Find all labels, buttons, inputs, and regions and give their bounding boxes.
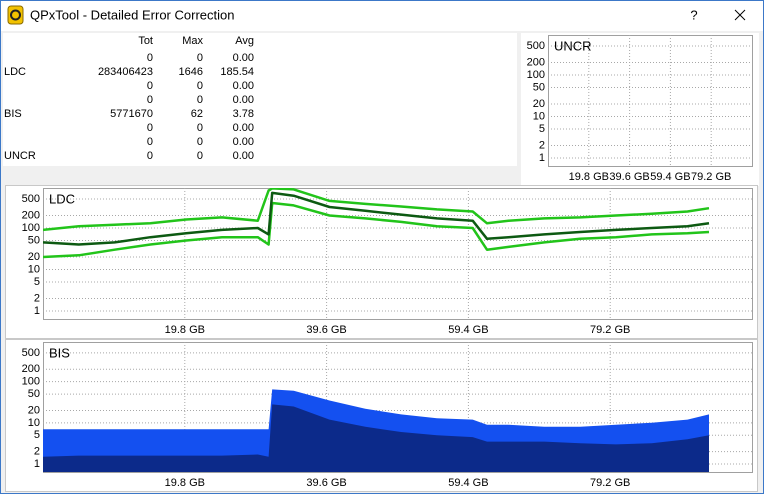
table-cell: 0 [197, 80, 203, 92]
table-cell: 0 [147, 94, 153, 106]
y-tick-label: 10 [533, 110, 545, 122]
table-cell: 0 [147, 52, 153, 64]
table-cell: 0 [147, 150, 153, 162]
data-line [43, 201, 710, 259]
row-label: LDC [4, 66, 26, 78]
x-tick-label: 39.6 GB [609, 171, 649, 183]
table-cell: 185.54 [220, 66, 254, 78]
y-tick-label: 500 [22, 347, 40, 359]
table-cell: 0.00 [233, 52, 254, 64]
x-tick-label: 59.4 GB [650, 171, 690, 183]
table-cell: 0 [197, 52, 203, 64]
x-tick-label: 39.6 GB [306, 324, 346, 336]
y-tick-label: 1 [34, 305, 40, 317]
x-tick-label: 79.2 GB [590, 477, 630, 489]
table-cell: 0.00 [233, 150, 254, 162]
y-tick-label: 20 [533, 98, 545, 110]
table-cell: 3.78 [233, 108, 254, 120]
y-tick-label: 2 [34, 446, 40, 458]
y-tick-label: 100 [22, 222, 40, 234]
table-cell: 0.00 [233, 94, 254, 106]
table-cell: 283406423 [98, 66, 153, 78]
y-tick-label: 50 [28, 234, 40, 246]
y-tick-label: 1 [539, 152, 545, 164]
y-tick-label: 500 [527, 40, 545, 52]
column-header: Avg [235, 35, 254, 47]
y-tick-label: 100 [527, 69, 545, 81]
x-tick-label: 59.4 GB [448, 324, 488, 336]
data-line [43, 191, 710, 246]
y-tick-label: 20 [28, 404, 40, 416]
table-cell: 0 [197, 150, 203, 162]
y-tick-label: 200 [22, 363, 40, 375]
y-tick-label: 10 [28, 263, 40, 275]
x-tick-label: 59.4 GB [448, 477, 488, 489]
table-cell: 0.00 [233, 122, 254, 134]
table-cell: 5771670 [110, 108, 153, 120]
x-tick-label: 79.2 GB [590, 324, 630, 336]
y-tick-label: 500 [22, 193, 40, 205]
y-tick-label: 2 [539, 139, 545, 151]
series-group [43, 188, 710, 259]
x-tick-label: 19.8 GB [165, 324, 205, 336]
table-cell: 0 [147, 136, 153, 148]
table-cell: 0.00 [233, 80, 254, 92]
table-cell: 0.00 [233, 136, 254, 148]
x-tick-label: 19.8 GB [569, 171, 609, 183]
help-button[interactable]: ? [690, 7, 697, 22]
x-tick-label: 39.6 GB [306, 477, 346, 489]
x-tick-label: 79.2 GB [691, 171, 731, 183]
y-tick-label: 20 [28, 251, 40, 263]
column-header: Tot [138, 35, 153, 47]
table-cell: 1646 [179, 66, 203, 78]
table-cell: 0 [147, 80, 153, 92]
close-icon [734, 9, 746, 21]
app-icon-glyph [10, 9, 21, 21]
y-tick-label: 50 [28, 388, 40, 400]
y-tick-label: 1 [34, 458, 40, 470]
close-button[interactable] [734, 9, 746, 21]
chart-title: BIS [49, 345, 70, 360]
chart-title: UNCR [554, 38, 592, 53]
y-tick-label: 50 [533, 81, 545, 93]
app-icon [7, 5, 24, 25]
series-group [43, 389, 709, 472]
data-line [43, 188, 710, 232]
table-cell: 62 [191, 108, 203, 120]
y-tick-label: 200 [527, 56, 545, 68]
window-title: QPxTool - Detailed Error Correction [30, 7, 234, 22]
plot-area [548, 35, 753, 167]
x-tick-label: 19.8 GB [165, 477, 205, 489]
y-tick-label: 100 [22, 376, 40, 388]
column-header: Max [182, 35, 203, 47]
table-cell: 0 [197, 136, 203, 148]
y-tick-label: 10 [28, 417, 40, 429]
y-tick-label: 5 [34, 429, 40, 441]
data-area [43, 404, 709, 472]
row-label: UNCR [4, 150, 36, 162]
row-label: BIS [4, 108, 22, 120]
table-cell: 0 [197, 122, 203, 134]
stats-panel [3, 33, 517, 166]
chart-title: LDC [49, 191, 75, 206]
table-cell: 0 [197, 94, 203, 106]
title-bar [1, 1, 763, 31]
y-tick-label: 5 [34, 276, 40, 288]
y-tick-label: 2 [34, 292, 40, 304]
y-tick-label: 5 [539, 123, 545, 135]
y-tick-label: 200 [22, 209, 40, 221]
table-cell: 0 [147, 122, 153, 134]
plot-area [43, 188, 753, 320]
